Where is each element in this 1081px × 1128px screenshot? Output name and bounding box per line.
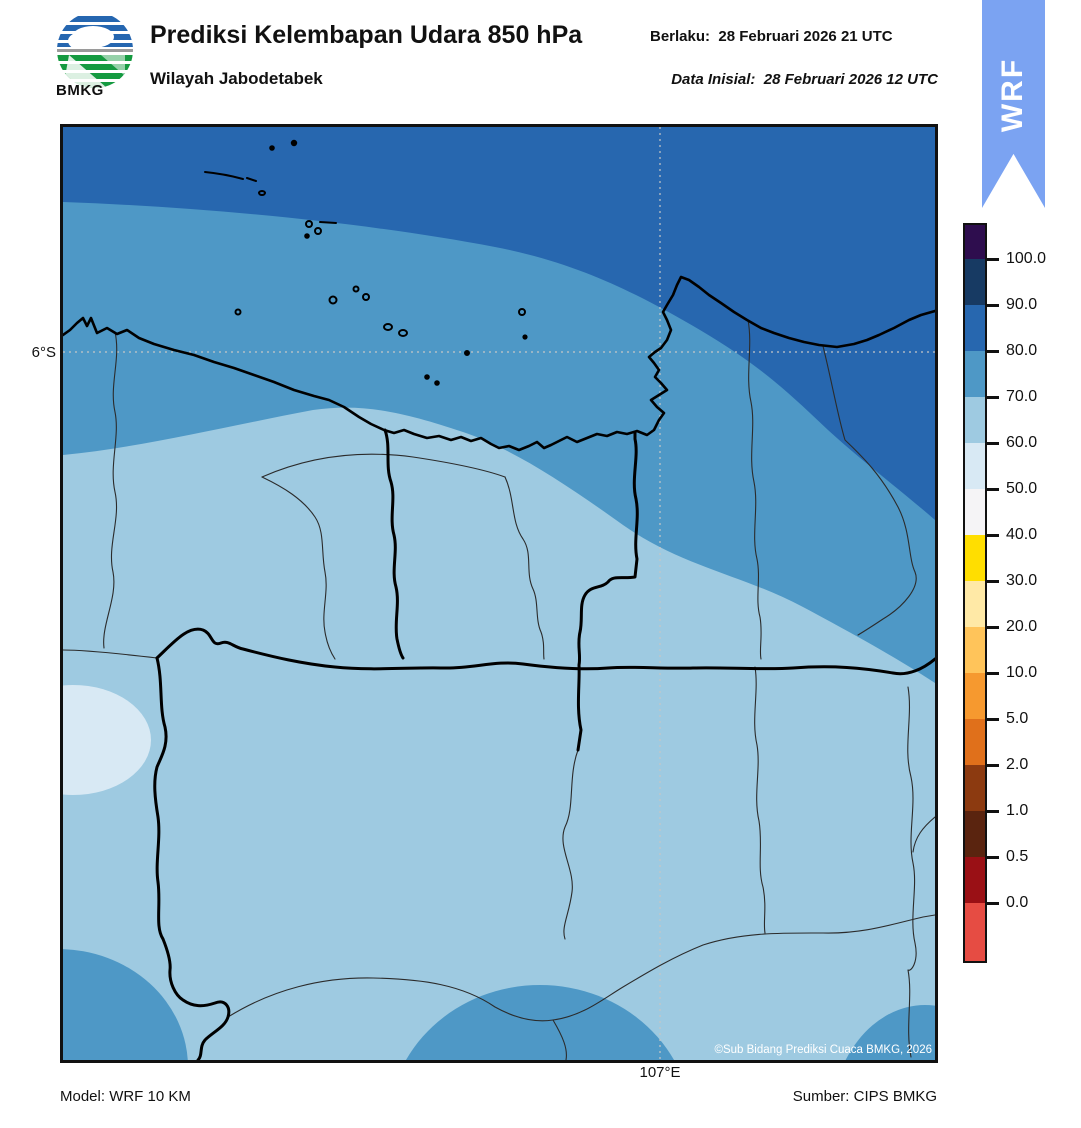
colorbar-tick-label: 60.0 [1006, 434, 1038, 451]
colorbar-band [965, 305, 985, 351]
page-title: Prediksi Kelembapan Udara 850 hPa [150, 21, 583, 49]
region-rh-70-80-bottom-left [63, 949, 188, 1060]
initial-data-line: Data Inisial: 28 Februari 2026 12 UTC [450, 71, 938, 88]
colorbar-tick [987, 349, 999, 353]
colorbar-band [965, 719, 985, 765]
colorbar-band [965, 443, 985, 489]
colorbar-band [965, 673, 985, 719]
valid-time-label: Berlaku: [650, 28, 711, 45]
logo-land-stripes [57, 55, 133, 88]
province-boundaries [153, 428, 935, 1060]
colorbar-tick [987, 487, 999, 491]
wrf-ribbon-label: WRF [996, 57, 1030, 133]
colorbar-band [965, 397, 985, 443]
region-rh-70-80-bottom-center [406, 985, 674, 1060]
valid-time-value: 28 Februari 2026 21 UTC [718, 28, 893, 45]
colorbar-tick-label: 10.0 [1006, 664, 1038, 681]
bmkg-logo-label: BMKG [56, 82, 104, 99]
coastline [63, 275, 935, 452]
page-subtitle: Wilayah Jabodetabek [150, 69, 323, 88]
colorbar-tick-label: 40.0 [1006, 526, 1038, 543]
colorbar-tick [987, 533, 999, 537]
source-label: Sumber: CIPS BMKG [792, 1088, 937, 1105]
colorbar-tick-label: 0.5 [1006, 848, 1029, 865]
colorbar-band [965, 351, 985, 397]
colorbar-tick-label: 0.0 [1006, 894, 1029, 911]
map-copyright: ©Sub Bidang Prediksi Cuaca BMKG, 2026 [714, 1044, 932, 1056]
colorbar-tick [987, 441, 999, 445]
islands [204, 139, 528, 386]
valid-time-line: Berlaku: 28 Februari 2026 21 UTC [650, 28, 938, 45]
colorbar-tick-label: 50.0 [1006, 480, 1038, 497]
initial-data-label: Data Inisial: [671, 71, 756, 88]
colorbar-band [965, 535, 985, 581]
colorbar-tick-label: 90.0 [1006, 296, 1038, 313]
initial-data-value: 28 Februari 2026 12 UTC [763, 71, 938, 88]
colorbar-tick [987, 717, 999, 721]
lon-axis-label: 107°E [639, 1064, 681, 1081]
wrf-ribbon: WRF [982, 0, 1045, 208]
colorbar-band [965, 811, 985, 857]
colorbar-band [965, 225, 985, 259]
region-rh-80-90 [63, 127, 935, 520]
map-svg [63, 127, 935, 1060]
colorbar-tick [987, 809, 999, 813]
colorbar-band [965, 627, 985, 673]
colorbar-tick [987, 579, 999, 583]
colorbar-band [965, 903, 985, 961]
region-rh-50-60 [63, 685, 151, 795]
lat-axis-label: 6°S [31, 344, 56, 361]
forecast-map: ©Sub Bidang Prediksi Cuaca BMKG, 2026 [60, 124, 938, 1063]
logo-cloud-stripes [57, 16, 133, 49]
colorbar-tick [987, 257, 999, 261]
colorbar-tick [987, 625, 999, 629]
region-rh-70-80-bottom-right [845, 1005, 935, 1060]
colorbar-tick-label: 80.0 [1006, 342, 1038, 359]
colorbar-tick [987, 763, 999, 767]
colorbar-band [965, 581, 985, 627]
colorbar-tick-label: 5.0 [1006, 710, 1029, 727]
colorbar-band [965, 857, 985, 903]
colorbar-tick-label: 100.0 [1006, 250, 1047, 267]
colorbar-tick [987, 395, 999, 399]
colorbar-tick-label: 2.0 [1006, 756, 1029, 773]
admin-boundaries [63, 319, 935, 1060]
colorbar-tick [987, 303, 999, 307]
colorbar-tick-label: 1.0 [1006, 802, 1029, 819]
model-label: Model: WRF 10 KM [60, 1088, 191, 1105]
humidity-colorbar [963, 223, 987, 963]
colorbar-band [965, 765, 985, 811]
bmkg-logo-icon [57, 12, 133, 88]
colorbar-tick-label: 70.0 [1006, 388, 1038, 405]
colorbar-band [965, 259, 985, 305]
colorbar-tick [987, 855, 999, 859]
colorbar-band [965, 489, 985, 535]
colorbar-tick [987, 901, 999, 905]
colorbar-tick [987, 671, 999, 675]
colorbar-tick-label: 30.0 [1006, 572, 1038, 589]
colorbar-tick-label: 20.0 [1006, 618, 1038, 635]
